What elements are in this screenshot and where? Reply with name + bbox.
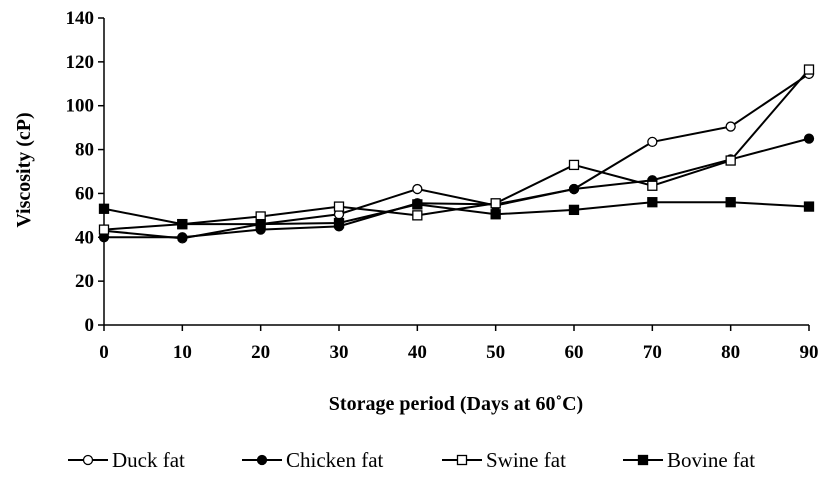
legend-item-chicken-fat: Chicken fat — [242, 448, 384, 472]
series-layer — [98, 64, 815, 244]
data-point-duck-fat — [647, 136, 658, 148]
y-tick-label: 40 — [75, 227, 94, 248]
y-tick-label: 80 — [75, 140, 94, 161]
data-point-bovine-fat — [490, 209, 501, 220]
x-tick-label: 50 — [486, 342, 505, 363]
series-duck-fat — [98, 68, 815, 244]
series-chicken-fat — [98, 133, 815, 243]
x-tick-label: 0 — [99, 342, 109, 363]
y-tick-label: 20 — [75, 271, 94, 292]
x-tick-label: 60 — [565, 342, 584, 363]
series-line-chicken-fat — [104, 137, 810, 239]
data-point-chicken-fat — [803, 133, 815, 144]
legend-label: Chicken fat — [286, 448, 384, 472]
data-point-bovine-fat — [177, 218, 188, 230]
data-point-swine-fat — [803, 64, 815, 75]
data-point-swine-fat — [725, 155, 736, 166]
y-tick-label: 140 — [66, 8, 95, 29]
data-point-bovine-fat — [333, 217, 345, 229]
x-tick-label: 70 — [643, 342, 662, 363]
legend-marker — [256, 454, 268, 466]
data-point-swine-fat — [490, 198, 501, 209]
data-point-duck-fat — [725, 121, 736, 132]
x-axis-title: Storage period (Days at 60˚C) — [329, 393, 583, 415]
series-line-swine-fat — [103, 68, 810, 231]
x-tick-label: 80 — [721, 342, 740, 363]
legend-label: Bovine fat — [667, 448, 755, 472]
data-point-bovine-fat — [98, 203, 110, 214]
y-tick-label: 120 — [66, 52, 95, 73]
series-line-duck-fat — [103, 73, 810, 240]
legend-label: Duck fat — [112, 448, 185, 472]
data-point-swine-fat — [647, 180, 658, 191]
data-point-bovine-fat — [725, 197, 736, 208]
legend-marker — [456, 454, 468, 466]
data-point-bovine-fat — [412, 199, 423, 210]
data-point-swine-fat — [412, 210, 423, 221]
data-point-bovine-fat — [803, 201, 815, 212]
x-tick-label: 20 — [251, 342, 270, 363]
legend-label: Swine fat — [486, 448, 566, 472]
data-point-bovine-fat — [568, 204, 580, 216]
legend-item-duck-fat: Duck fat — [68, 448, 185, 472]
data-point-bovine-fat — [647, 197, 658, 208]
y-tick-label: 100 — [66, 96, 95, 117]
legend-item-swine-fat: Swine fat — [442, 448, 566, 472]
y-axis-title: Viscosity (cP) — [13, 112, 35, 227]
y-tick-label: 60 — [75, 183, 94, 204]
x-tick-label: 90 — [800, 342, 819, 363]
x-tick-label: 30 — [330, 342, 349, 363]
x-tick-label: 40 — [408, 342, 427, 363]
legend-item-bovine-fat: Bovine fat — [623, 448, 755, 472]
series-bovine-fat — [98, 197, 815, 230]
data-point-swine-fat — [333, 201, 345, 212]
y-tick-label: 0 — [85, 315, 95, 336]
legend: Duck fat Chicken fat Swine fat Bovine fat — [68, 448, 755, 472]
data-point-swine-fat — [568, 159, 580, 171]
series-line-bovine-fat — [103, 201, 810, 226]
legend-marker — [82, 454, 94, 466]
data-point-swine-fat — [98, 224, 110, 235]
legend-marker — [637, 454, 649, 466]
data-point-bovine-fat — [255, 218, 266, 230]
axes: 0 20 40 60 80 100 120 140 0 10 20 30 40 50 60 70 80 90 — [66, 8, 819, 363]
data-point-duck-fat — [412, 183, 423, 195]
data-point-chicken-fat — [177, 232, 188, 243]
data-point-chicken-fat — [568, 183, 580, 195]
x-tick-label: 10 — [173, 342, 192, 363]
